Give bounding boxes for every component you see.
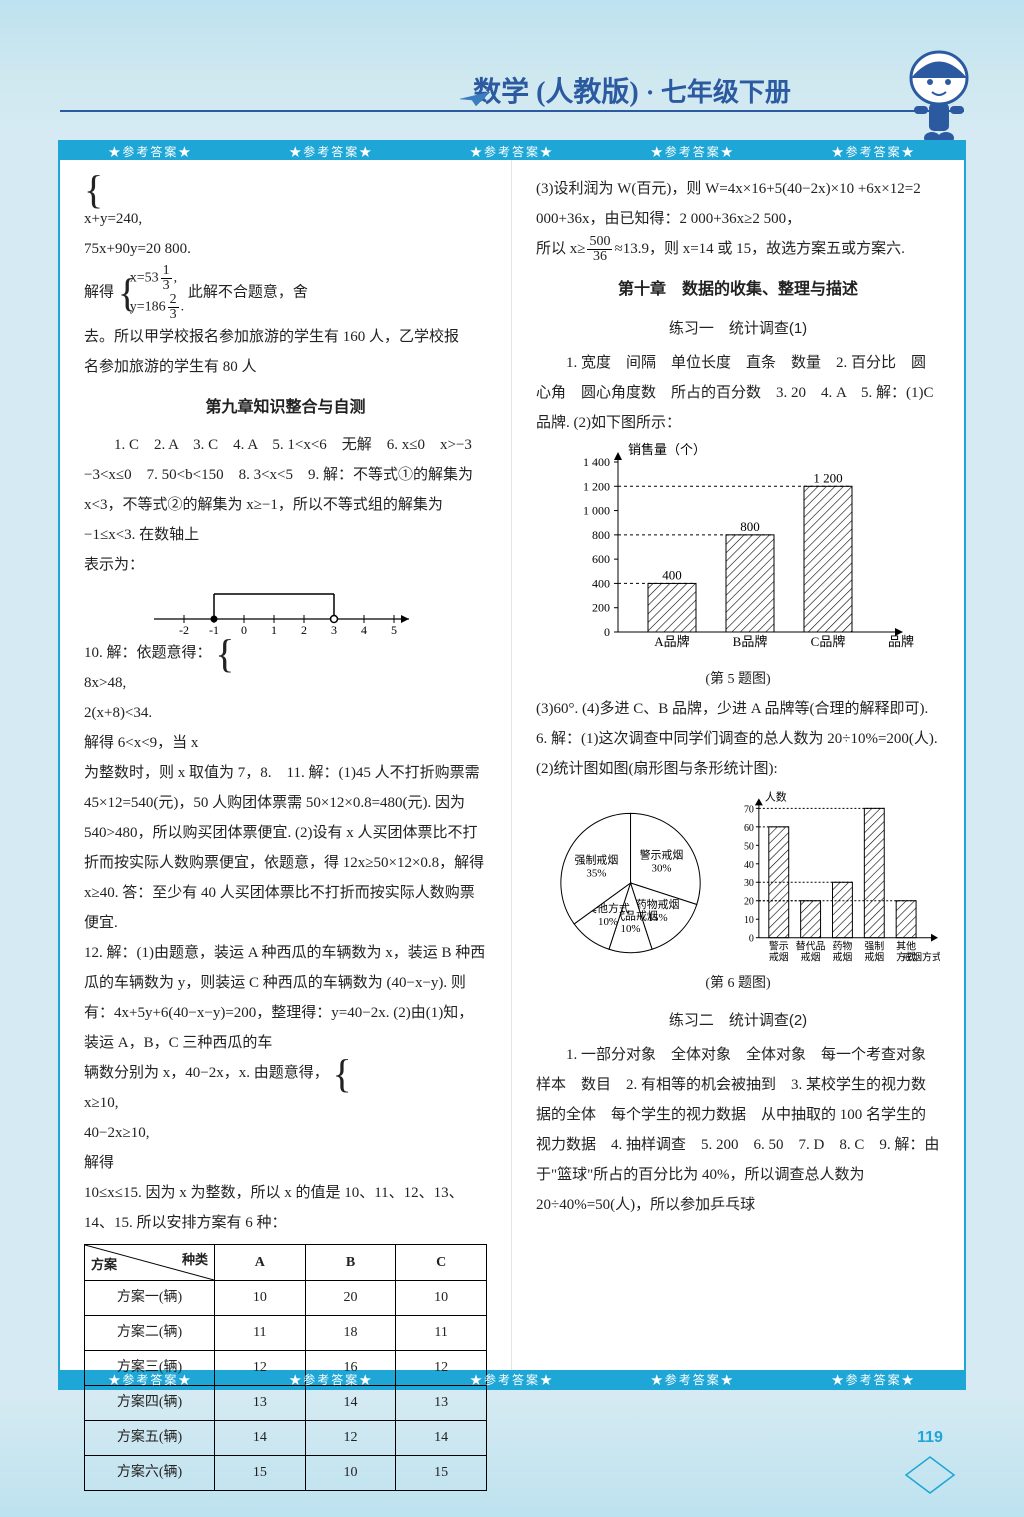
- q3b-line: 所以 x≥50036≈13.9，则 x=14 或 15，故选方案五或方案六.: [536, 234, 940, 264]
- p1a: 1. 宽度 间隔 单位长度 直条 数量 2. 百分比 圆心角 圆心角度数 所占的…: [536, 348, 940, 438]
- svg-text:品牌: 品牌: [888, 634, 914, 649]
- q12a: 12. 解：(1)由题意，装运 A 种西瓜的车辆数为 x，装运 B 种西瓜的车辆…: [84, 938, 487, 1058]
- page-header: 数学 (人教版) · 七年级下册: [0, 70, 1024, 110]
- svg-text:50: 50: [744, 841, 754, 852]
- p1b: (3)60°. (4)多进 C、B 品牌，少进 A 品牌等(合理的解释即可). …: [536, 694, 940, 784]
- svg-text:4: 4: [361, 623, 367, 634]
- scheme-table: 种类 方案 A B C 方案一(辆)102010方案二(辆)111811方案三(…: [84, 1244, 487, 1491]
- grade: · 七年级下册: [646, 78, 791, 107]
- svg-text:600: 600: [592, 552, 610, 566]
- svg-text:5: 5: [391, 623, 397, 634]
- svg-text:A品牌: A品牌: [654, 634, 689, 649]
- line2: 名参加旅游的学生有 80 人: [84, 352, 487, 382]
- answers-9: 1. C 2. A 3. C 4. A 5. 1<x<6 无解 6. x≤0 x…: [84, 430, 487, 550]
- page-number: 119: [908, 1461, 952, 1491]
- svg-text:戒烟: 戒烟: [769, 951, 789, 964]
- svg-text:0: 0: [604, 625, 610, 639]
- paper-plane-icon: [460, 92, 490, 106]
- svg-text:强制戒烟: 强制戒烟: [575, 853, 619, 867]
- svg-text:警示: 警示: [769, 940, 789, 953]
- svg-text:1 400: 1 400: [583, 455, 610, 469]
- svg-text:10%: 10%: [620, 923, 640, 935]
- bar-cap: (第 5 题图): [536, 666, 940, 694]
- pie-chart-q6: 警示戒烟30%药物戒烟15%替代品戒烟10%其他方式10%强制戒烟35%: [536, 788, 725, 968]
- svg-text:1 000: 1 000: [583, 504, 610, 518]
- svg-text:1 200: 1 200: [813, 470, 842, 485]
- q10-q11: 为整数时，则 x 取值为 7，8. 11. 解：(1)45 人不打折购票需 45…: [84, 758, 487, 938]
- practice-2-title: 练习二 统计调查(2): [536, 1006, 940, 1036]
- right-column: (3)设利润为 W(百元)，则 W=4x×16+5(40−2x)×10 +6x×…: [512, 160, 964, 1370]
- section-9-title: 第九章知识整合与自测: [84, 392, 487, 424]
- bar-chart-q5: 0 200 400 600 800 1 000 1 200 1 400 销售量（个） 400 A品牌…: [548, 442, 928, 662]
- svg-text:70: 70: [744, 804, 754, 815]
- table-row: 方案四(辆)131413: [85, 1386, 487, 1421]
- q6-cap: (第 6 题图): [536, 970, 940, 998]
- svg-text:40: 40: [744, 860, 754, 871]
- header-title: 数学 (人教版) · 七年级下册: [473, 70, 791, 110]
- svg-text:B品牌: B品牌: [733, 634, 768, 649]
- svg-text:35%: 35%: [586, 868, 606, 880]
- svg-text:其他: 其他: [896, 940, 916, 953]
- svg-text:1 200: 1 200: [583, 479, 610, 493]
- q3-line: (3)设利润为 W(百元)，则 W=4x×16+5(40−2x)×10 +6x×…: [536, 174, 940, 234]
- eq-system: [84, 174, 487, 204]
- svg-text:400: 400: [662, 567, 682, 582]
- svg-text:-2: -2: [179, 623, 189, 634]
- table-row: 方案五(辆)141214: [85, 1421, 487, 1456]
- svg-text:C品牌: C品牌: [811, 634, 846, 649]
- q12d: 10≤x≤15. 因为 x 为整数，所以 x 的值是 10、11、12、13、1…: [84, 1178, 487, 1238]
- practice-1-title: 练习一 统计调查(1): [536, 314, 940, 344]
- svg-text:2: 2: [301, 623, 307, 634]
- section-10-title: 第十章 数据的收集、整理与描述: [536, 274, 940, 306]
- svg-text:销售量（个）: 销售量（个）: [628, 442, 706, 457]
- mascot-icon: [894, 40, 984, 150]
- svg-text:0: 0: [241, 623, 247, 634]
- svg-text:400: 400: [592, 576, 610, 590]
- q10-line: 10. 解：依题意得：: [84, 638, 487, 668]
- svg-text:替代品: 替代品: [796, 940, 826, 953]
- header-underline: [60, 110, 964, 112]
- table-row: 方案一(辆)102010: [85, 1281, 487, 1316]
- svg-text:10%: 10%: [598, 916, 618, 928]
- svg-text:戒烟方式: 戒烟方式: [902, 951, 940, 964]
- content-frame: ★参考答案★ ★参考答案★ ★参考答案★ ★参考答案★ ★参考答案★ x+y=2…: [58, 140, 966, 1390]
- left-column: x+y=240, 75x+90y=20 800. 解得 x=5313, y=18…: [60, 160, 512, 1370]
- table-row: 方案六(辆)151015: [85, 1456, 487, 1491]
- q12b-line: 辆数分别为 x，40−2x，x. 由题意得，: [84, 1058, 487, 1088]
- p2: 1. 一部分对象 全体对象 全体对象 每一个考查对象 样本 数目 2. 有相等的…: [536, 1040, 940, 1220]
- svg-text:60: 60: [744, 823, 754, 834]
- line1: 去。所以甲学校报名参加旅游的学生有 160 人，乙学校报: [84, 322, 487, 352]
- svg-text:30%: 30%: [651, 862, 671, 874]
- svg-text:800: 800: [740, 519, 760, 534]
- svg-text:200: 200: [592, 601, 610, 615]
- svg-text:戒烟: 戒烟: [864, 951, 884, 964]
- numline-label: 表示为：: [84, 550, 487, 580]
- svg-text:0: 0: [749, 934, 754, 945]
- svg-text:人数: 人数: [765, 790, 787, 803]
- subject: 数学 (人教版): [473, 77, 639, 108]
- svg-text:20: 20: [744, 897, 754, 908]
- svg-text:1: 1: [271, 623, 277, 634]
- bar-chart-q6: 010203040506070人数警示戒烟替代品戒烟药物戒烟强制戒烟其他方式戒烟…: [731, 788, 940, 968]
- svg-text:戒烟: 戒烟: [833, 951, 853, 964]
- table-row: 方案二(辆)111811: [85, 1316, 487, 1351]
- diag-header: 种类 方案: [85, 1245, 215, 1281]
- svg-text:30: 30: [744, 878, 754, 889]
- brace-eq2: x=5313, y=18623.: [118, 264, 184, 322]
- svg-text:800: 800: [592, 528, 610, 542]
- svg-text:警示戒烟: 警示戒烟: [640, 848, 684, 862]
- two-column: x+y=240, 75x+90y=20 800. 解得 x=5313, y=18…: [60, 160, 964, 1370]
- svg-text:3: 3: [331, 623, 337, 634]
- svg-text:戒烟: 戒烟: [801, 951, 821, 964]
- svg-text:强制: 强制: [864, 940, 884, 953]
- svg-text:药物戒烟: 药物戒烟: [636, 897, 680, 911]
- number-line-chart: -2 -1 0 1 2 3 4 5: [144, 584, 424, 634]
- ribbon-top: ★参考答案★ ★参考答案★ ★参考答案★ ★参考答案★ ★参考答案★: [60, 142, 964, 160]
- svg-text:药物: 药物: [833, 940, 853, 953]
- svg-text:10: 10: [744, 915, 754, 926]
